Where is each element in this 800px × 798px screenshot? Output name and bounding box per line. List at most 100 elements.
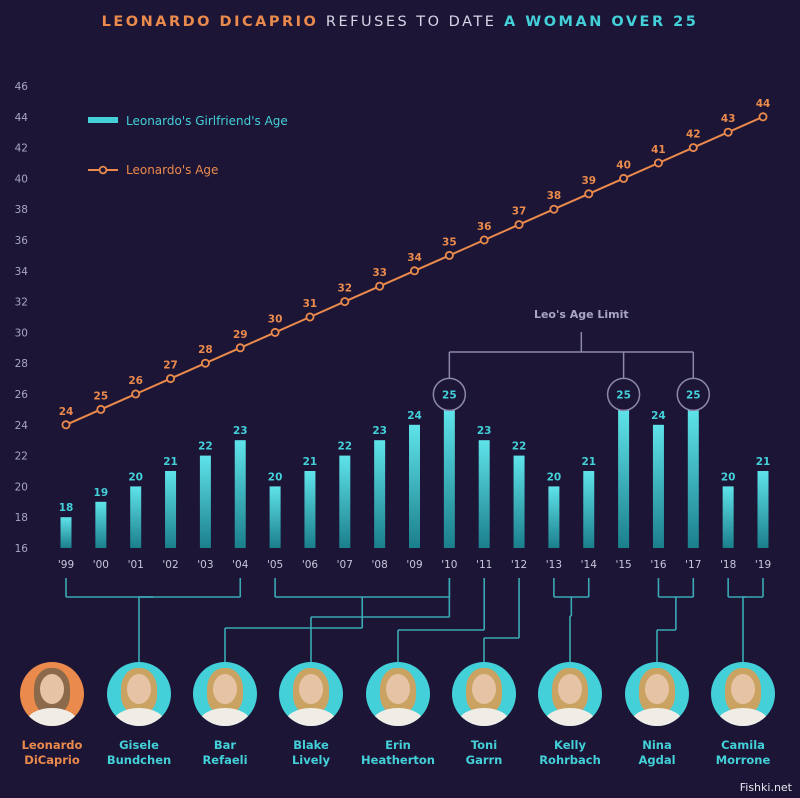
- bars: [60, 409, 769, 548]
- bar-value-label: 24: [407, 410, 422, 422]
- age-point: [375, 281, 385, 291]
- title-part-end: A WOMAN OVER 25: [503, 14, 699, 30]
- legend-leonardo-label: Leonardo's Age: [126, 163, 218, 177]
- person-name-line2: Agdal: [638, 753, 676, 767]
- legend-bar-swatch: [88, 117, 118, 123]
- bar: [443, 409, 455, 548]
- bar: [304, 471, 316, 548]
- person-name: Blake Lively: [266, 738, 356, 768]
- person-name: Bar Refaeli: [180, 738, 270, 768]
- person-card: Gisele Bundchen: [94, 662, 184, 768]
- age-value-label: 44: [756, 98, 771, 110]
- age-value-label: 28: [198, 344, 213, 356]
- age-point: [340, 297, 350, 307]
- y-tick-label: 24: [15, 420, 29, 432]
- avatar: [366, 662, 430, 726]
- age-limit-value: 25: [616, 389, 631, 401]
- bar: [374, 440, 386, 548]
- avatar-shoulders: [372, 708, 424, 726]
- age-value-label: 24: [59, 406, 74, 418]
- y-axis: 16 18 20 22 24 26 28 30 32 34 36 38 40 42 44 46: [15, 81, 29, 555]
- age-point: [758, 112, 768, 122]
- avatar-face: [127, 674, 151, 704]
- bar: [269, 486, 281, 548]
- y-tick-label: 44: [15, 112, 29, 124]
- y-tick-label: 18: [15, 512, 28, 524]
- person-name-line1: Nina: [642, 738, 672, 752]
- person-card: Kelly Rohrbach: [525, 662, 615, 768]
- person-name-line2: Lively: [291, 753, 330, 767]
- age-point: [688, 143, 698, 153]
- age-point: [200, 358, 210, 368]
- age-point: [96, 404, 106, 414]
- avatar: [711, 662, 775, 726]
- person-name: Toni Garrn: [439, 738, 529, 768]
- bar: [548, 486, 560, 548]
- age-value-label: 40: [616, 159, 631, 171]
- age-limit-circle: [606, 377, 641, 412]
- bar-value-label: 18: [59, 502, 74, 514]
- bar-value-label: 21: [581, 456, 596, 468]
- avatar-shoulders: [544, 708, 596, 726]
- age-value-label: 26: [128, 375, 143, 387]
- bar-value-label: 21: [756, 456, 771, 468]
- age-point: [584, 189, 594, 199]
- person-name-line2: Rohrbach: [539, 753, 601, 767]
- age-point: [131, 389, 141, 399]
- age-value-label: 38: [547, 190, 562, 202]
- bar: [234, 440, 246, 548]
- avatar: [625, 662, 689, 726]
- x-tick-label: '06: [302, 559, 319, 571]
- watermark: Fishki.net: [739, 781, 792, 794]
- avatar: [193, 662, 257, 726]
- age-point: [619, 173, 629, 183]
- age-point: [653, 158, 663, 168]
- age-limit-value: 25: [686, 389, 701, 401]
- x-tick-label: '01: [128, 559, 144, 571]
- y-tick-label: 16: [15, 543, 29, 555]
- age-point: [61, 420, 71, 430]
- y-tick-label: 36: [15, 235, 29, 247]
- bar: [583, 471, 595, 548]
- bar-value-label: 20: [268, 471, 283, 483]
- age-value-label: 42: [686, 129, 701, 141]
- y-tick-label: 32: [15, 297, 28, 309]
- person-name: Erin Heatherton: [353, 738, 443, 768]
- bar-value-label: 22: [512, 441, 527, 453]
- y-tick-label: 30: [15, 327, 28, 339]
- bar: [165, 471, 177, 548]
- age-point: [235, 343, 245, 353]
- avatar-shoulders: [458, 708, 510, 726]
- person-name: Kelly Rohrbach: [525, 738, 615, 768]
- avatar: [20, 662, 84, 726]
- bar: [199, 455, 211, 548]
- avatar-face: [472, 674, 496, 704]
- age-value-label: 31: [303, 298, 318, 310]
- person-name-line2: Garrn: [465, 753, 503, 767]
- x-tick-label: '12: [511, 559, 527, 571]
- age-value-label: 34: [407, 252, 422, 264]
- avatar-shoulders: [113, 708, 165, 726]
- bar: [513, 455, 525, 548]
- person-name-line2: Bundchen: [106, 753, 172, 767]
- age-value-label: 41: [651, 144, 666, 156]
- x-tick-label: '11: [476, 559, 492, 571]
- bar: [339, 455, 351, 548]
- x-tick-label: '02: [162, 559, 178, 571]
- age-limit-circle: [676, 377, 711, 412]
- bar-value-label: 23: [233, 425, 248, 437]
- y-tick-label: 34: [15, 266, 29, 278]
- bar: [60, 517, 72, 548]
- x-tick-label: '07: [337, 559, 353, 571]
- x-tick-label: '15: [615, 559, 631, 571]
- bar-value-label: 20: [128, 471, 143, 483]
- person-name-line2: Refaeli: [202, 753, 248, 767]
- age-value-label: 29: [233, 329, 248, 341]
- person-name-line1: Gisele: [119, 738, 159, 752]
- age-value-label: 35: [442, 236, 457, 248]
- bar: [722, 486, 734, 548]
- x-tick-label: '13: [546, 559, 562, 571]
- person-name-line1: Toni: [470, 738, 498, 752]
- title-part-middle: REFUSES TO DATE: [325, 14, 497, 30]
